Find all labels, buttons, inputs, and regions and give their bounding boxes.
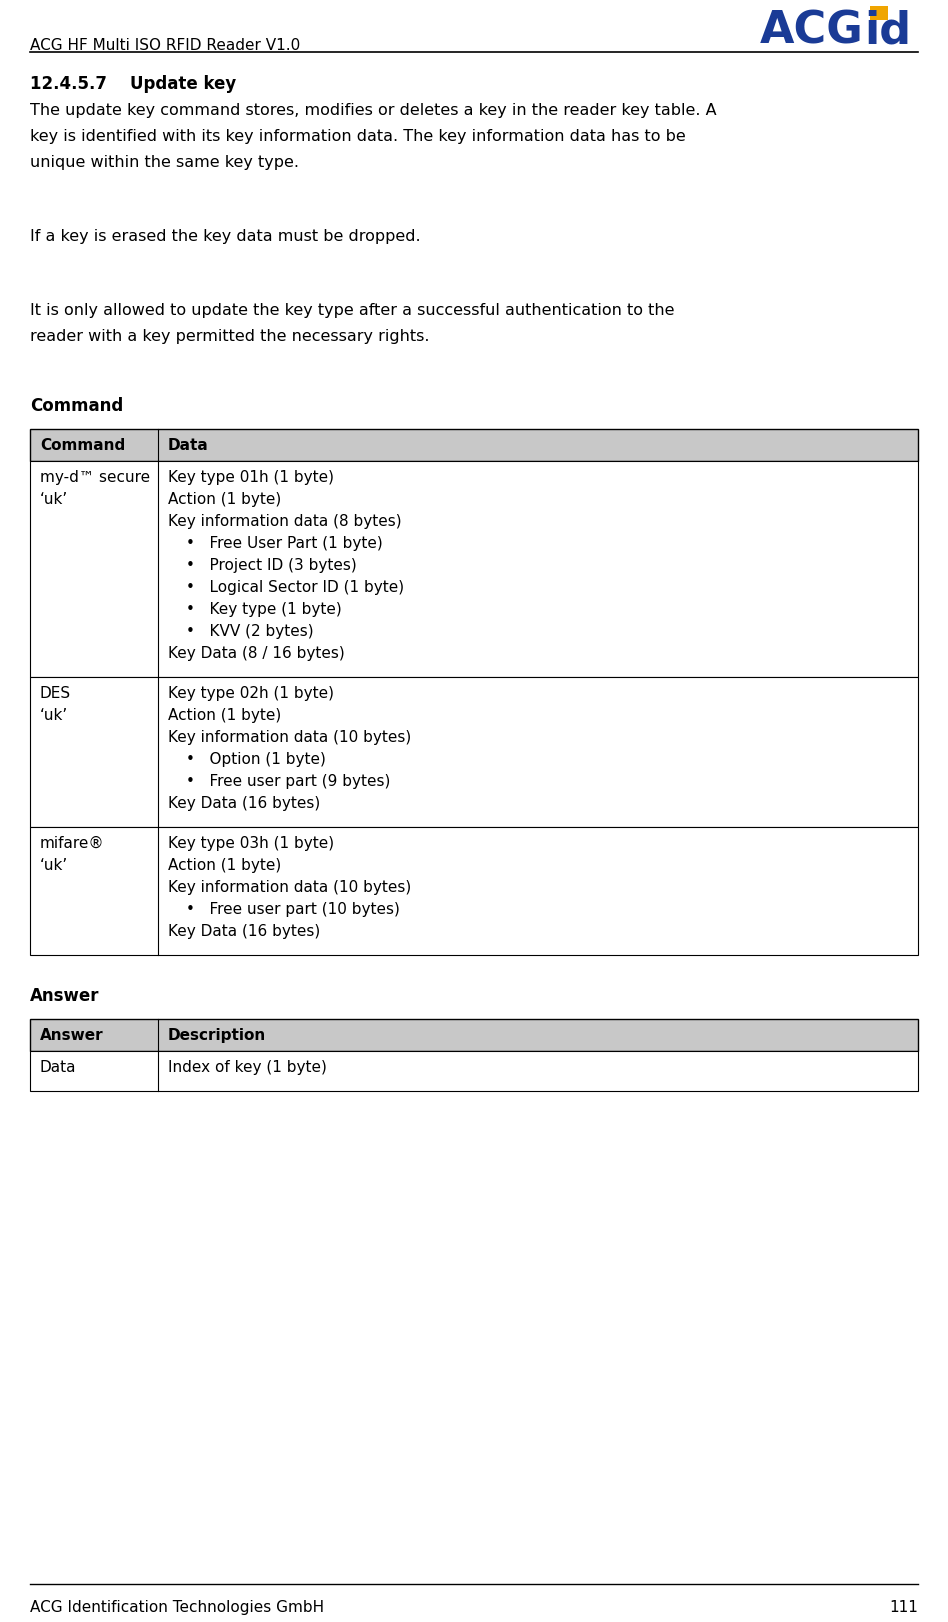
Bar <box>30 428 918 461</box>
Text: mifare®: mifare® <box>40 835 104 852</box>
Text: •   KVV (2 bytes): • KVV (2 bytes) <box>186 624 314 639</box>
Text: Answer: Answer <box>40 1028 103 1043</box>
Bar <box>30 461 918 676</box>
Text: Key Data (8 / 16 bytes): Key Data (8 / 16 bytes) <box>168 646 345 662</box>
Text: unique within the same key type.: unique within the same key type. <box>30 156 299 170</box>
Text: ‘uk’: ‘uk’ <box>40 707 68 723</box>
Text: Answer: Answer <box>30 988 100 1006</box>
Text: •   Key type (1 byte): • Key type (1 byte) <box>186 602 341 616</box>
Text: ACG: ACG <box>760 10 864 54</box>
Text: key is identified with its key information data. The key information data has to: key is identified with its key informati… <box>30 130 685 144</box>
Text: Key Data (16 bytes): Key Data (16 bytes) <box>168 925 320 939</box>
Text: •   Option (1 byte): • Option (1 byte) <box>186 753 326 767</box>
Bar <box>30 1019 918 1051</box>
Text: •   Free user part (9 bytes): • Free user part (9 bytes) <box>186 774 391 788</box>
Text: Action (1 byte): Action (1 byte) <box>168 858 282 873</box>
Text: DES: DES <box>40 686 71 701</box>
Bar <box>30 676 918 827</box>
Text: Description: Description <box>168 1028 266 1043</box>
Text: 111: 111 <box>889 1599 918 1616</box>
Text: reader with a key permitted the necessary rights.: reader with a key permitted the necessar… <box>30 329 429 344</box>
Text: •   Free User Part (1 byte): • Free User Part (1 byte) <box>186 535 383 551</box>
Text: ‘uk’: ‘uk’ <box>40 491 68 508</box>
Text: Key information data (10 bytes): Key information data (10 bytes) <box>168 730 411 744</box>
Text: •   Free user part (10 bytes): • Free user part (10 bytes) <box>186 902 400 916</box>
Text: Key information data (8 bytes): Key information data (8 bytes) <box>168 514 402 529</box>
Text: •   Logical Sector ID (1 byte): • Logical Sector ID (1 byte) <box>186 581 404 595</box>
Text: •   Project ID (3 bytes): • Project ID (3 bytes) <box>186 558 356 573</box>
Text: Key type 03h (1 byte): Key type 03h (1 byte) <box>168 835 334 852</box>
Bar <box>870 6 888 19</box>
Text: 12.4.5.7    Update key: 12.4.5.7 Update key <box>30 75 236 92</box>
Bar <box>30 1051 918 1092</box>
Text: Data: Data <box>168 438 209 453</box>
Text: Data: Data <box>40 1061 77 1075</box>
Text: It is only allowed to update the key type after a successful authentication to t: It is only allowed to update the key typ… <box>30 303 674 318</box>
Text: ‘uk’: ‘uk’ <box>40 858 68 873</box>
Text: Command: Command <box>40 438 125 453</box>
Bar <box>30 827 918 955</box>
Text: ACG Identification Technologies GmbH: ACG Identification Technologies GmbH <box>30 1599 324 1616</box>
Text: Action (1 byte): Action (1 byte) <box>168 707 282 723</box>
Text: Command: Command <box>30 397 123 415</box>
Text: Key type 01h (1 byte): Key type 01h (1 byte) <box>168 470 334 485</box>
Text: Key Data (16 bytes): Key Data (16 bytes) <box>168 796 320 811</box>
Text: id: id <box>864 10 911 54</box>
Text: If a key is erased the key data must be dropped.: If a key is erased the key data must be … <box>30 229 421 243</box>
Text: The update key command stores, modifies or deletes a key in the reader key table: The update key command stores, modifies … <box>30 104 717 118</box>
Text: ACG HF Multi ISO RFID Reader V1.0: ACG HF Multi ISO RFID Reader V1.0 <box>30 37 301 54</box>
Text: Action (1 byte): Action (1 byte) <box>168 491 282 508</box>
Text: Key type 02h (1 byte): Key type 02h (1 byte) <box>168 686 334 701</box>
Text: Key information data (10 bytes): Key information data (10 bytes) <box>168 881 411 895</box>
Text: Index of key (1 byte): Index of key (1 byte) <box>168 1061 327 1075</box>
Text: my-d™ secure: my-d™ secure <box>40 470 150 485</box>
